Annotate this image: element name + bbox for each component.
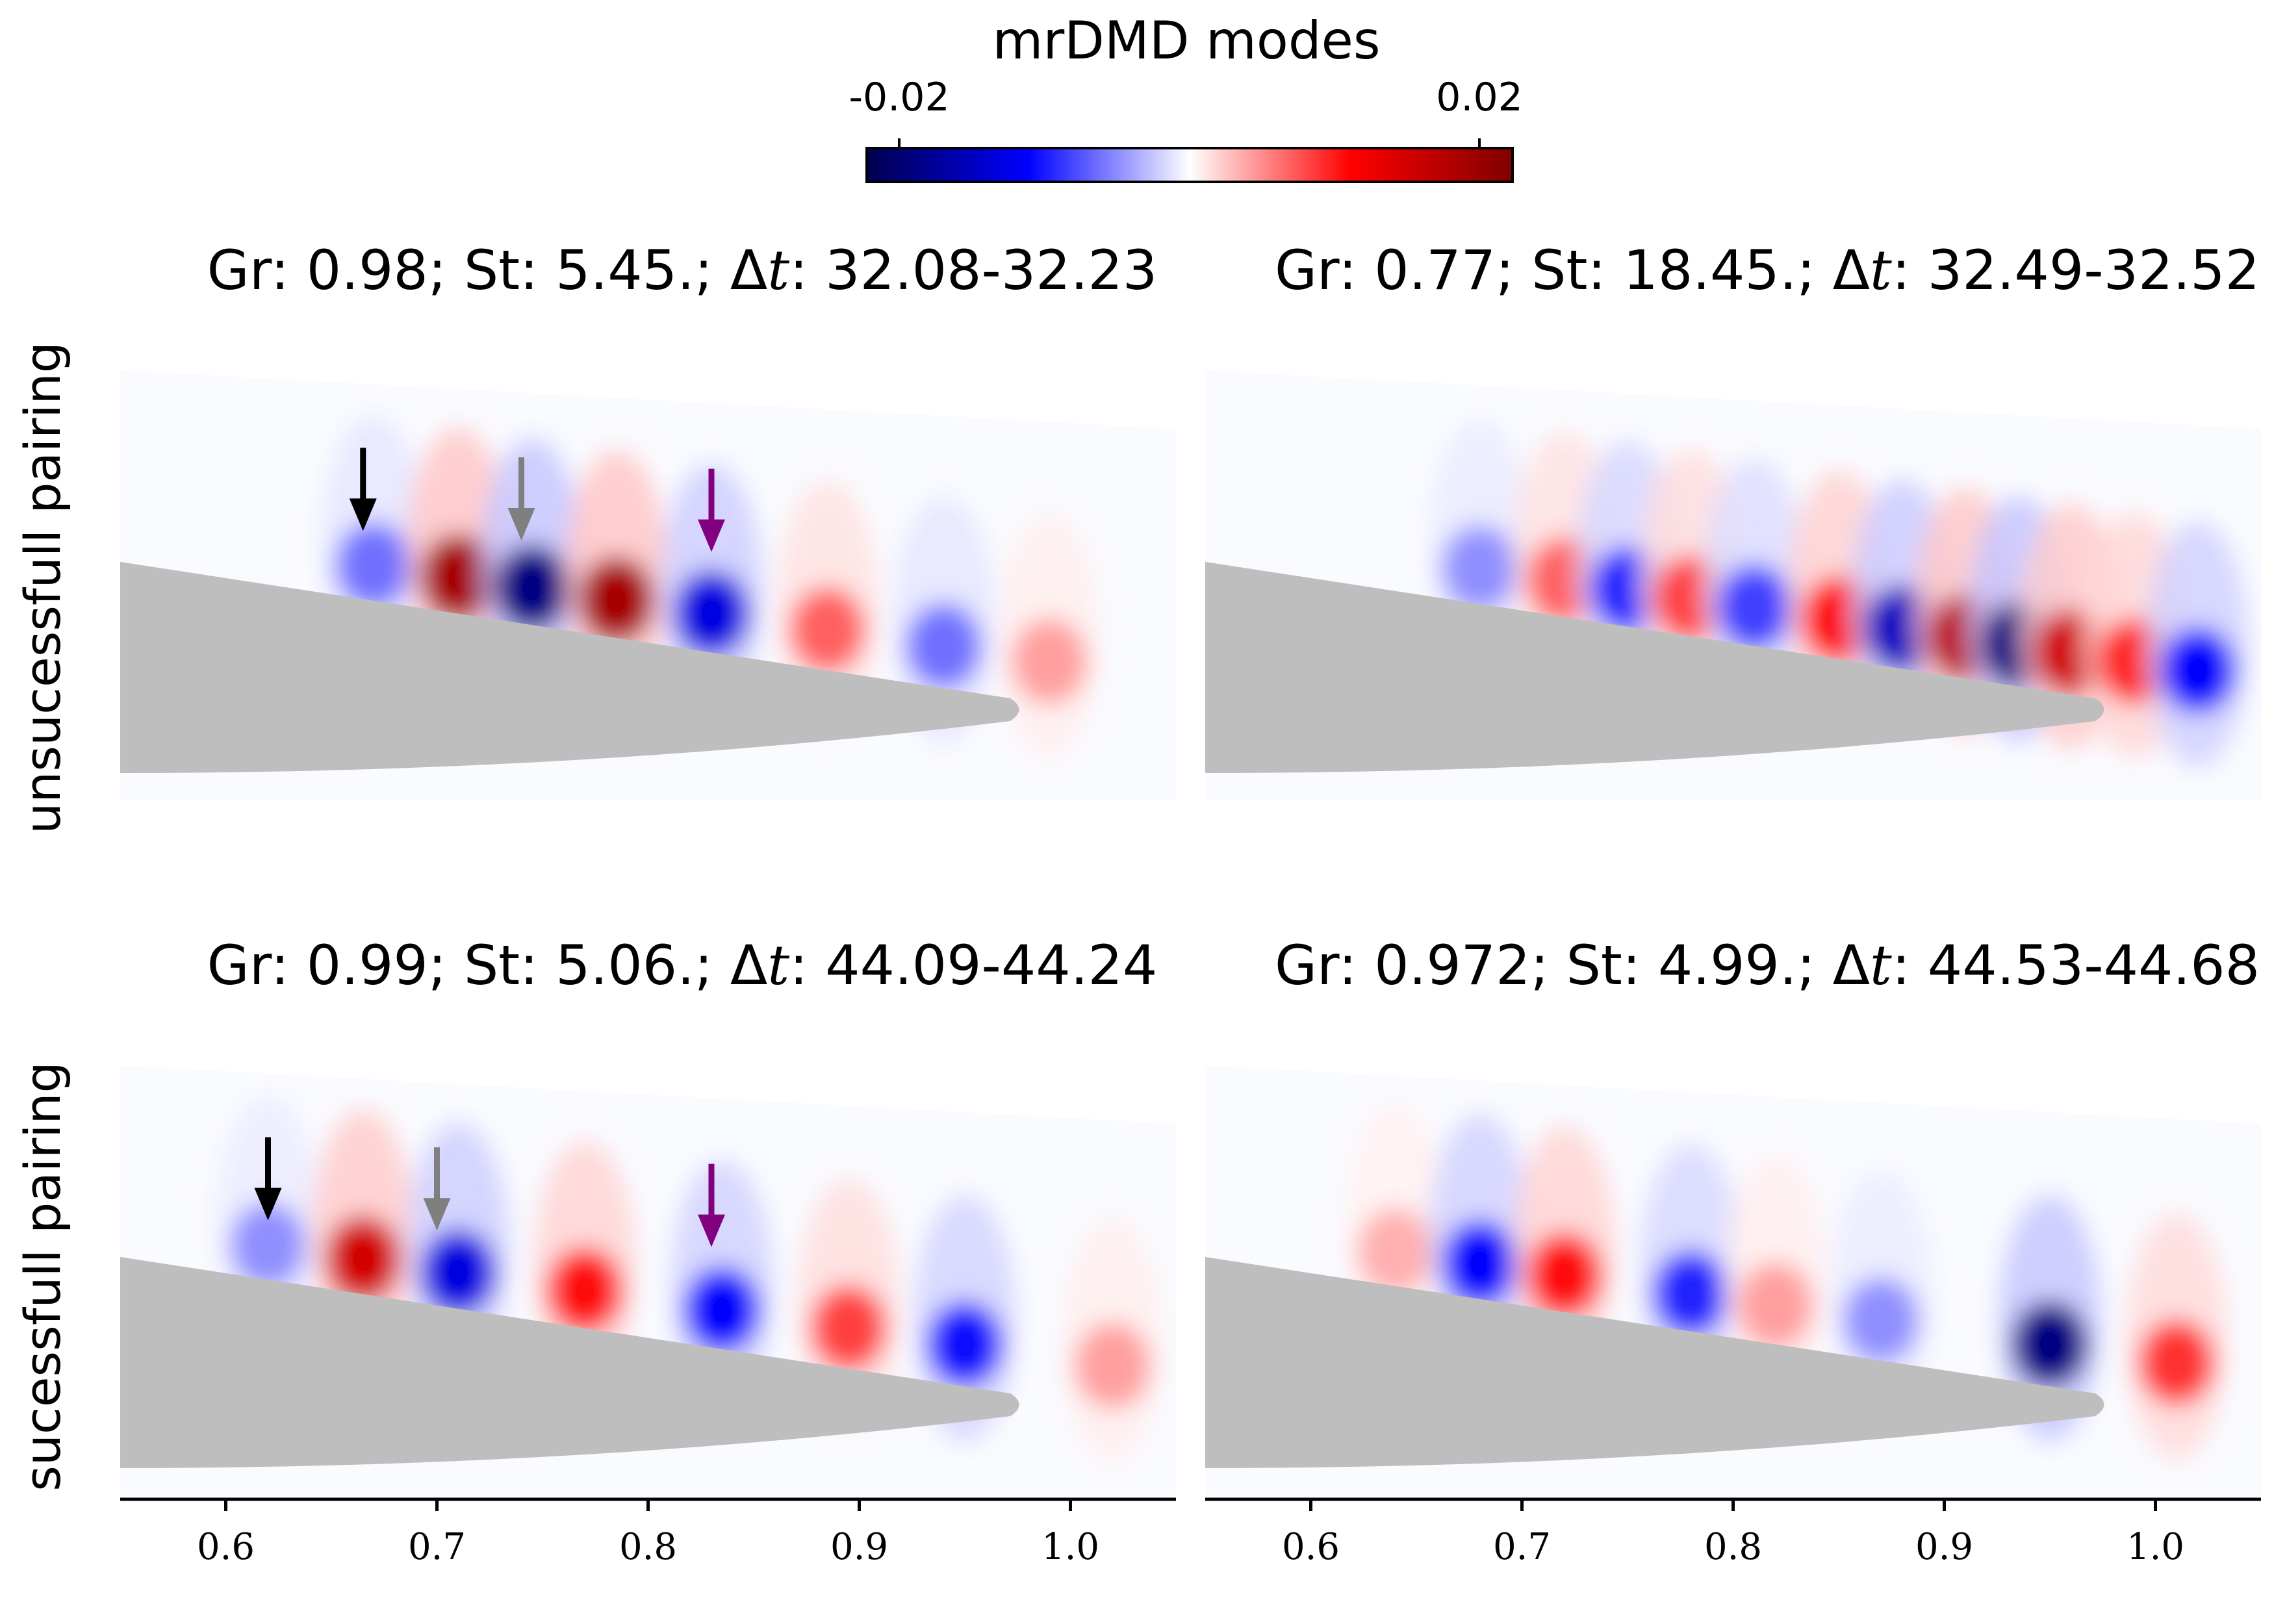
panel-top-right: Gr: 0.77; St: 18.45.; Δt: 32.49-32.52 xyxy=(1205,238,2261,800)
mode-blob xyxy=(1737,1262,1813,1349)
colorbar-tick-label-min: -0.02 xyxy=(849,75,949,120)
row-label-unsuccessful: unsucessfull pairing xyxy=(14,342,71,834)
mode-blob xyxy=(1442,525,1518,611)
x-tick-label: 0.6 xyxy=(1282,1526,1340,1568)
mode-blob xyxy=(230,1202,306,1289)
mode-blob xyxy=(1717,564,1792,650)
mode-blob xyxy=(2160,627,2236,713)
x-tick-label: 0.9 xyxy=(830,1526,888,1568)
colorbar-tick-label-max: 0.02 xyxy=(1436,75,1523,120)
mode-blob xyxy=(1526,1232,1602,1319)
mode-blob xyxy=(674,570,749,657)
mode-blob xyxy=(2012,1301,2088,1388)
mode-blob xyxy=(1075,1322,1151,1408)
mode-blob xyxy=(325,1216,401,1302)
mode-blob xyxy=(789,587,865,673)
mode-blob xyxy=(1843,1277,1919,1364)
mode-blob xyxy=(1653,1250,1729,1337)
x-axis-right: 0.6 0.7 0.8 0.9 1.0 xyxy=(1205,1497,2261,1568)
colorbar-title: mrDMD modes xyxy=(992,10,1380,71)
mode-field xyxy=(323,416,1100,759)
x-tick-label: 0.8 xyxy=(619,1526,677,1568)
mode-blob xyxy=(547,1247,622,1334)
x-tick-label: 0.8 xyxy=(1704,1526,1762,1568)
panel-title: Gr: 0.99; St: 5.06.; Δt: 44.09-44.24 xyxy=(207,933,1158,997)
x-tick-label: 1.0 xyxy=(2127,1526,2184,1568)
mode-blob xyxy=(906,603,982,689)
row-label-successful: sucessfull pairing xyxy=(14,1061,71,1491)
airfoil-body xyxy=(1205,562,2104,773)
vortex-arrow-head xyxy=(254,1187,282,1221)
mode-blob xyxy=(811,1285,887,1371)
x-tick-label: 0.7 xyxy=(408,1526,466,1568)
panel-title: Gr: 0.77; St: 18.45.; Δt: 32.49-32.52 xyxy=(1275,238,2260,302)
mode-blob xyxy=(420,1229,496,1315)
vortex-arrow-head xyxy=(698,519,725,552)
mode-blob xyxy=(578,557,654,643)
vortex-arrow-head xyxy=(349,498,377,531)
mode-blob xyxy=(1357,1208,1433,1295)
airfoil-body xyxy=(1205,1257,2104,1468)
airfoil-body xyxy=(120,1257,1019,1468)
x-tick-label: 0.7 xyxy=(1493,1526,1551,1568)
mode-blob xyxy=(420,534,496,620)
x-axis-left: 0.6 0.7 0.8 0.9 1.0 xyxy=(120,1497,1176,1568)
mode-blob xyxy=(927,1301,1003,1388)
mode-blob xyxy=(1012,618,1087,705)
colorbar xyxy=(865,147,1514,183)
x-tick-label: 1.0 xyxy=(1041,1526,1099,1568)
mode-blob xyxy=(494,544,570,631)
vortex-arrows xyxy=(254,1137,725,1247)
panel-title: Gr: 0.972; St: 4.99.; Δt: 44.53-44.68 xyxy=(1275,933,2260,997)
mode-blob xyxy=(1442,1220,1518,1306)
vortex-arrows xyxy=(349,448,725,552)
panel-bottom-left: Gr: 0.99; St: 5.06.; Δt: 44.09-44.24 xyxy=(120,933,1176,1495)
vortex-arrow-head xyxy=(423,1198,451,1231)
mode-blob xyxy=(2139,1319,2214,1406)
mode-blob xyxy=(336,522,411,609)
vortex-arrow-head xyxy=(507,508,535,541)
panel-title: Gr: 0.98; St: 5.45.; Δt: 32.08-32.23 xyxy=(207,238,1158,302)
panel-bottom-right: Gr: 0.972; St: 4.99.; Δt: 44.53-44.68 xyxy=(1205,933,2261,1495)
mode-blob xyxy=(684,1267,760,1353)
x-tick-label: 0.9 xyxy=(1915,1526,1973,1568)
x-tick-label: 0.6 xyxy=(197,1526,255,1568)
panel-top-left: Gr: 0.98; St: 5.45.; Δt: 32.08-32.23 xyxy=(120,238,1176,800)
vortex-arrow-head xyxy=(698,1214,725,1247)
airfoil-body xyxy=(120,562,1019,773)
